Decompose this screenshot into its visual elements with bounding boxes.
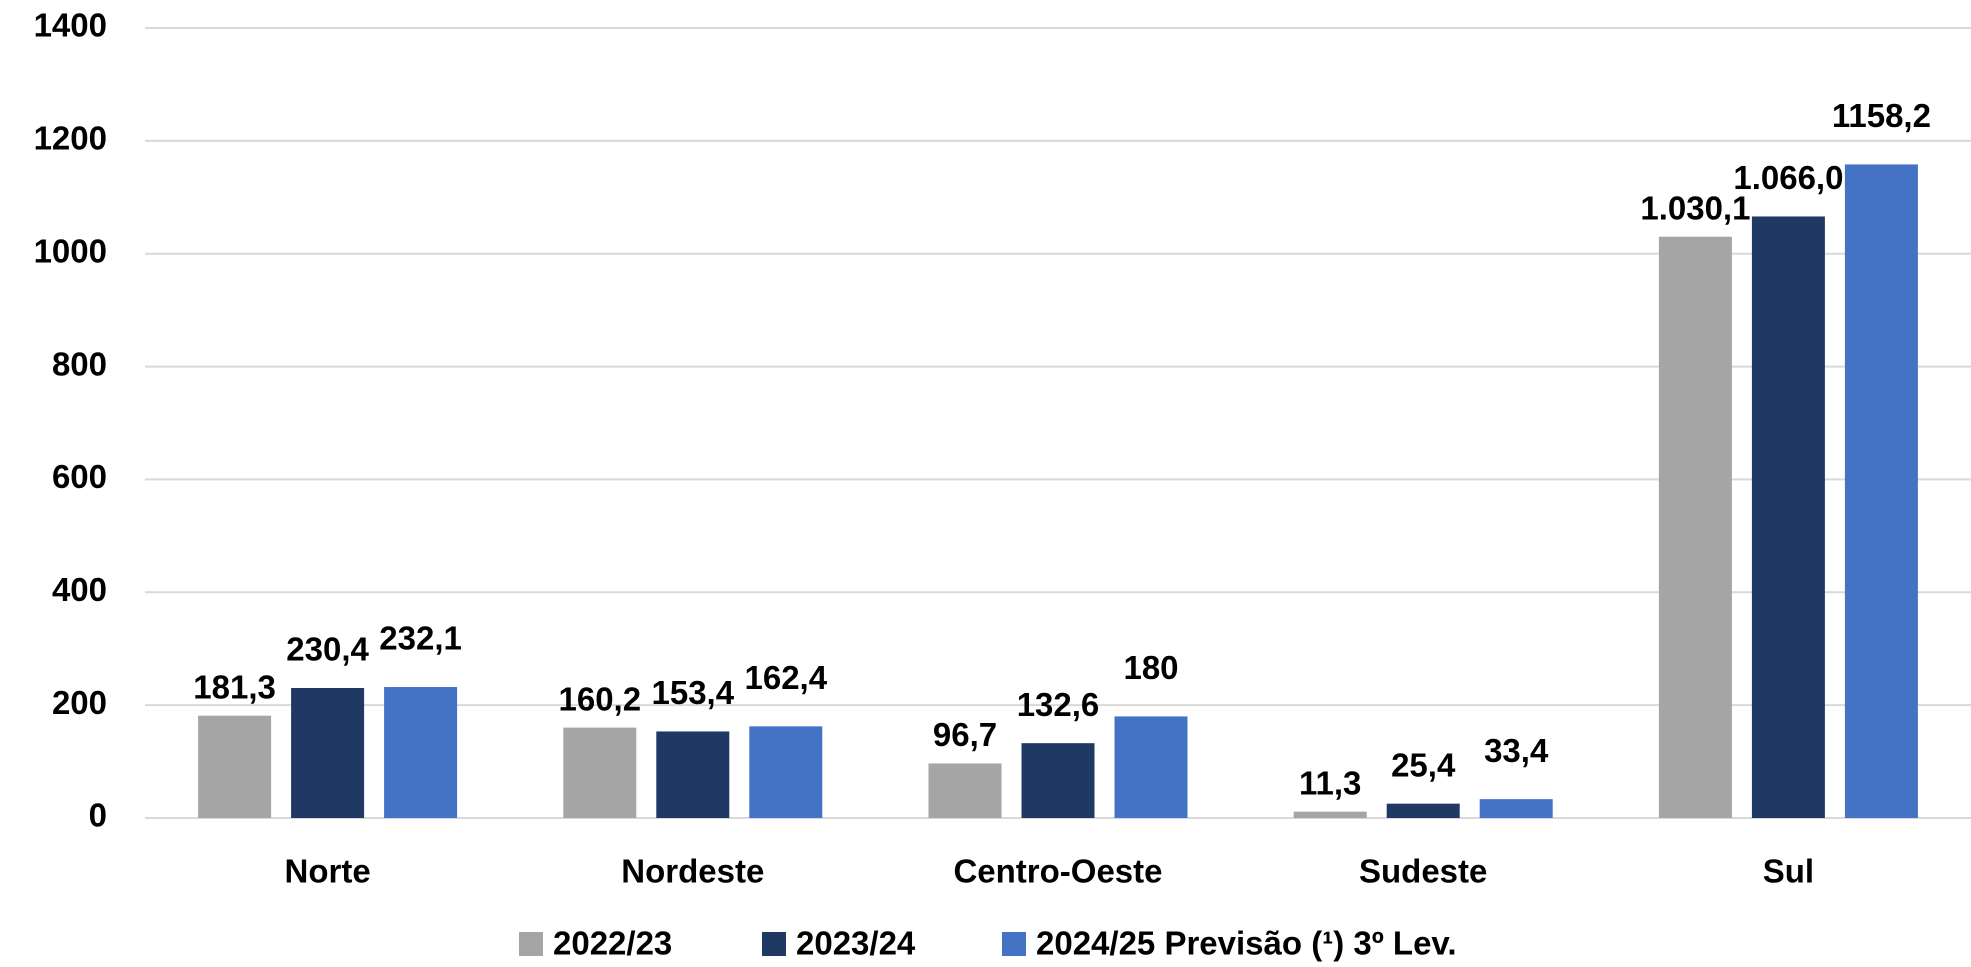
bar	[563, 727, 637, 818]
y-tick-label: 600	[52, 458, 107, 495]
legend-label: 2024/25 Previsão (¹) 3º Lev.	[1036, 925, 1457, 962]
y-tick-label: 1000	[34, 232, 107, 269]
bar	[1293, 811, 1367, 818]
legend-swatch	[762, 932, 786, 956]
data-label: 25,4	[1391, 746, 1456, 783]
bar	[198, 715, 272, 818]
bar	[928, 763, 1002, 818]
bar	[749, 726, 823, 818]
bar	[1386, 803, 1460, 818]
y-tick-label: 1400	[34, 7, 107, 44]
data-label: 232,1	[379, 620, 462, 657]
bar	[1751, 216, 1825, 818]
data-label: 132,6	[1017, 686, 1100, 723]
data-label: 181,3	[193, 668, 276, 705]
y-tick-label: 400	[52, 571, 107, 608]
bar	[1479, 799, 1553, 818]
x-tick-label: Sudeste	[1359, 853, 1487, 890]
bar	[656, 731, 730, 818]
data-label: 160,2	[559, 680, 642, 717]
data-label: 153,4	[652, 674, 735, 711]
legend-label: 2022/23	[553, 925, 672, 962]
x-tick-label: Nordeste	[621, 853, 764, 890]
bar	[1021, 743, 1095, 818]
data-label: 33,4	[1484, 732, 1549, 769]
y-tick-label: 200	[52, 684, 107, 721]
data-label: 162,4	[745, 659, 828, 696]
legend-label: 2023/24	[796, 925, 916, 962]
legend-swatch	[1002, 932, 1026, 956]
x-tick-label: Norte	[285, 853, 371, 890]
data-label: 11,3	[1299, 764, 1361, 801]
data-label: 1.066,0	[1733, 159, 1843, 196]
bar	[291, 687, 365, 818]
x-tick-label: Centro-Oeste	[953, 853, 1162, 890]
bar	[1114, 716, 1188, 818]
bar	[1844, 164, 1918, 819]
bar	[384, 687, 458, 818]
y-tick-label: 1200	[34, 120, 107, 157]
legend-swatch	[519, 932, 543, 956]
y-tick-label: 0	[89, 797, 107, 834]
data-label: 230,4	[286, 631, 369, 668]
data-label: 1158,2	[1832, 97, 1931, 134]
data-label: 96,7	[933, 716, 997, 753]
y-tick-label: 800	[52, 345, 107, 382]
data-label: 1.030,1	[1640, 189, 1750, 226]
data-label: 180	[1123, 649, 1178, 686]
x-tick-label: Sul	[1763, 853, 1814, 890]
bar	[1658, 236, 1732, 819]
